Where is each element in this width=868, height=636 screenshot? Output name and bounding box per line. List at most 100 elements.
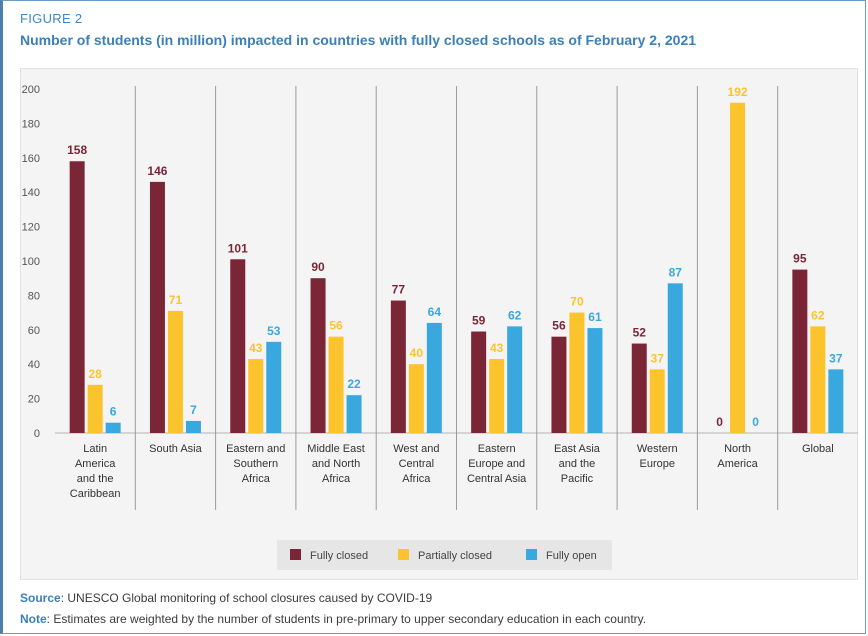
data-label-fully-open: 53 (267, 324, 281, 338)
figure-label: FIGURE 2 (20, 11, 83, 26)
bar-fully-closed (390, 300, 406, 433)
x-tick-label: West and (393, 443, 439, 455)
data-label-fully-open: 87 (669, 265, 683, 279)
y-tick-label: 120 (22, 222, 40, 234)
legend-box (277, 540, 612, 570)
source-label: Source (20, 591, 61, 605)
legend-label-partially-closed: Partially closed (418, 550, 492, 562)
data-label-fully-closed: 0 (716, 415, 723, 429)
data-label-partially-closed: 40 (410, 346, 424, 360)
data-label-partially-closed: 56 (329, 319, 343, 333)
data-label-fully-closed: 146 (147, 164, 167, 178)
bar-partially-closed (730, 102, 746, 433)
y-tick-label: 40 (28, 359, 40, 371)
x-tick-label: and North (312, 458, 360, 470)
bar-fully-closed (310, 278, 326, 433)
y-tick-label: 160 (22, 153, 40, 165)
note-label: Note (20, 612, 47, 626)
x-tick-label: Africa (322, 473, 351, 485)
data-label-fully-open: 22 (347, 377, 361, 391)
bar-partially-closed (87, 384, 103, 433)
bar-fully-open (266, 341, 282, 433)
data-label-fully-open: 61 (588, 310, 602, 324)
bar-fully-closed (230, 259, 246, 433)
data-label-partially-closed: 43 (249, 341, 263, 355)
data-label-partially-closed: 43 (490, 341, 504, 355)
bar-partially-closed (489, 359, 505, 433)
data-label-fully-closed: 59 (472, 314, 486, 328)
x-tick-label: Caribbean (70, 488, 121, 500)
x-tick-label: and the (559, 458, 596, 470)
data-label-fully-closed: 90 (311, 260, 325, 274)
bar-partially-closed (408, 364, 424, 433)
y-tick-label: 200 (22, 84, 40, 96)
data-label-partially-closed: 28 (88, 367, 102, 381)
bar-partially-closed (649, 369, 665, 433)
bar-fully-open (105, 422, 121, 433)
x-tick-label: Eastern (478, 443, 516, 455)
x-tick-label: Central (399, 458, 434, 470)
bar-partially-closed (569, 312, 585, 433)
data-label-fully-open: 6 (110, 405, 117, 419)
bar-fully-open (507, 326, 523, 433)
x-tick-label: Central Asia (467, 473, 527, 485)
legend-label-fully-open: Fully open (546, 550, 597, 562)
y-tick-label: 180 (22, 118, 40, 130)
bar-fully-closed (631, 343, 647, 433)
source-text: : UNESCO Global monitoring of school clo… (60, 591, 433, 605)
legend-label-fully-closed: Fully closed (310, 550, 368, 562)
bar-partially-closed (328, 336, 344, 433)
bar-fully-open (346, 395, 362, 433)
y-tick-label: 80 (28, 290, 40, 302)
x-tick-label: South Asia (149, 443, 202, 455)
data-label-fully-open: 7 (190, 403, 197, 417)
data-label-fully-closed: 158 (67, 143, 87, 157)
chart-title: Number of students (in million) impacted… (20, 32, 697, 48)
bar-fully-open (587, 328, 603, 433)
legend-swatch-fully-closed (290, 549, 301, 560)
x-tick-label: Eastern and (226, 443, 285, 455)
x-tick-label: America (717, 458, 758, 470)
x-tick-label: Global (802, 443, 834, 455)
x-tick-label: Europe (640, 458, 675, 470)
data-label-partially-closed: 71 (169, 293, 183, 307)
x-tick-label: Western (637, 443, 678, 455)
y-tick-label: 140 (22, 187, 40, 199)
y-tick-label: 60 (28, 325, 40, 337)
data-label-fully-closed: 52 (633, 326, 647, 340)
data-label-fully-open: 64 (428, 305, 442, 319)
data-label-fully-open: 37 (829, 351, 843, 365)
data-label-fully-closed: 95 (793, 252, 807, 266)
x-tick-label: Africa (402, 473, 431, 485)
x-tick-label: Latin (83, 443, 107, 455)
legend-swatch-fully-open (526, 549, 537, 560)
bar-fully-closed (792, 269, 808, 433)
bar-fully-open (426, 322, 442, 433)
x-tick-label: Middle East (307, 443, 364, 455)
y-tick-label: 0 (34, 428, 40, 440)
data-label-fully-closed: 77 (392, 283, 406, 297)
x-tick-label: North (724, 443, 751, 455)
data-label-partially-closed: 192 (728, 85, 748, 99)
bar-fully-closed (471, 331, 487, 433)
bar-partially-closed (810, 326, 826, 433)
y-tick-label: 20 (28, 394, 40, 406)
bar-fully-closed (551, 336, 567, 433)
bar-fully-closed (69, 161, 85, 434)
x-tick-label: and the (77, 473, 114, 485)
bar-partially-closed (248, 359, 264, 433)
note-text: : Estimates are weighted by the number o… (46, 612, 647, 626)
x-tick-label: Europe and (468, 458, 525, 470)
data-label-partially-closed: 37 (651, 351, 665, 365)
bar-fully-closed (149, 181, 165, 433)
bar-fully-open (667, 283, 683, 433)
data-label-fully-open: 62 (508, 308, 522, 322)
bar-fully-open (828, 369, 844, 433)
y-tick-label: 100 (22, 256, 40, 268)
note-line: Note: Estimates are weighted by the numb… (20, 612, 646, 626)
x-tick-label: Pacific (561, 473, 594, 485)
x-tick-label: East Asia (554, 443, 601, 455)
data-label-partially-closed: 70 (570, 295, 584, 309)
source-line: Source: UNESCO Global monitoring of scho… (20, 591, 432, 605)
